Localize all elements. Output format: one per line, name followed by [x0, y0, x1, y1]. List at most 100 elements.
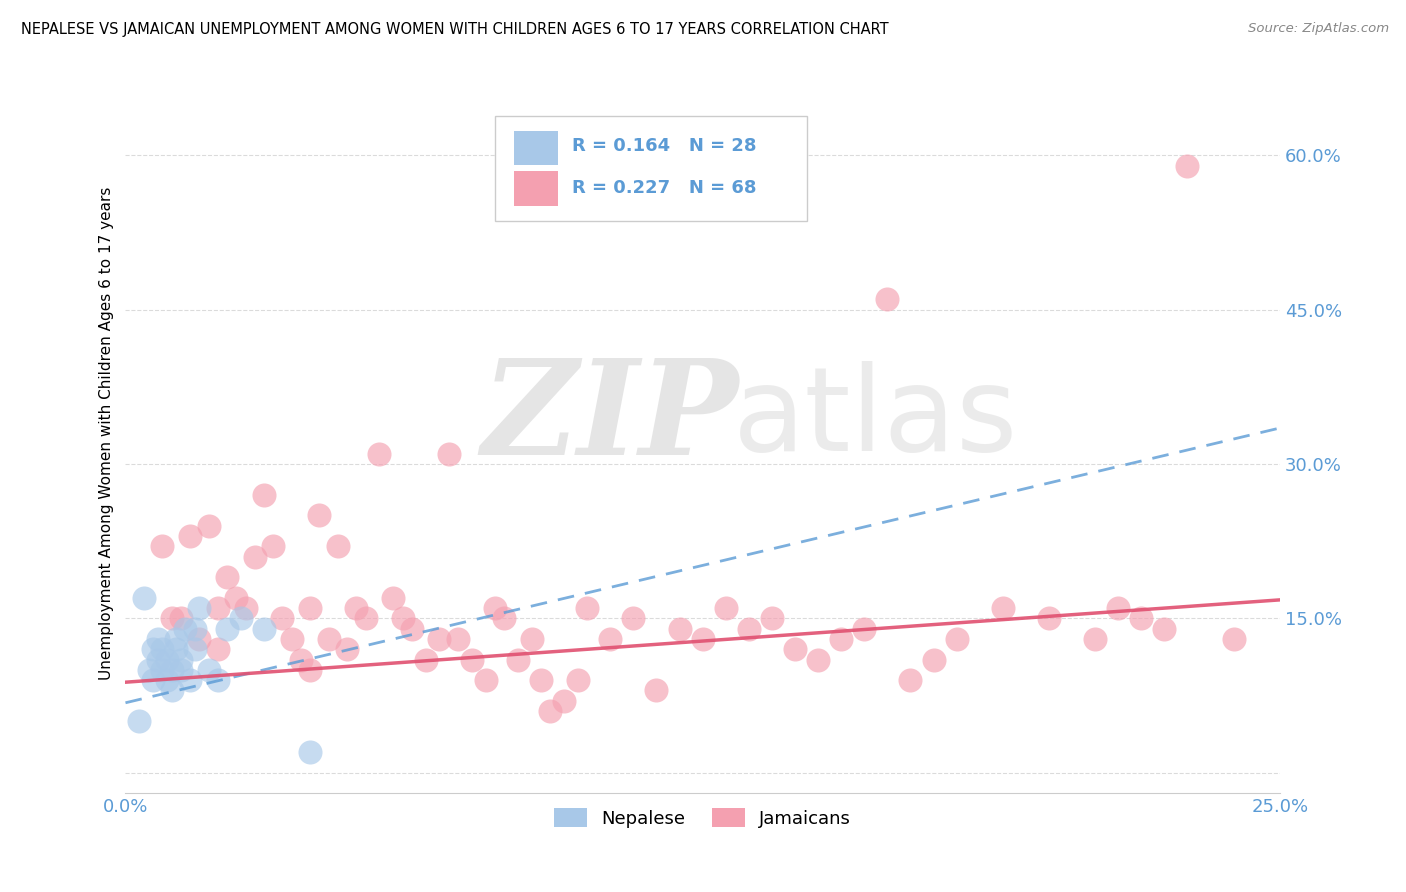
Point — [299, 663, 322, 677]
Point — [447, 632, 470, 646]
Point — [184, 622, 207, 636]
Point — [280, 632, 302, 646]
Point — [156, 673, 179, 687]
Point — [299, 601, 322, 615]
Point — [1084, 632, 1107, 646]
Point — [830, 632, 852, 646]
Point — [170, 663, 193, 677]
Point — [170, 652, 193, 666]
Point — [229, 611, 252, 625]
Point — [197, 518, 219, 533]
Point — [344, 601, 367, 615]
Point — [599, 632, 621, 646]
Point — [146, 652, 169, 666]
Point — [461, 652, 484, 666]
Text: R = 0.164   N = 28: R = 0.164 N = 28 — [572, 137, 756, 155]
Point — [165, 642, 187, 657]
Point — [160, 611, 183, 625]
Point — [853, 622, 876, 636]
Point — [945, 632, 967, 646]
FancyBboxPatch shape — [515, 171, 558, 205]
Point — [152, 663, 174, 677]
Y-axis label: Unemployment Among Women with Children Ages 6 to 17 years: Unemployment Among Women with Children A… — [100, 186, 114, 680]
Point — [132, 591, 155, 605]
Point — [1107, 601, 1129, 615]
Point — [165, 632, 187, 646]
Point — [576, 601, 599, 615]
Point — [215, 570, 238, 584]
Point — [243, 549, 266, 564]
Point — [621, 611, 644, 625]
Point — [783, 642, 806, 657]
Point — [876, 293, 898, 307]
FancyBboxPatch shape — [515, 130, 558, 165]
Point — [170, 611, 193, 625]
Point — [1130, 611, 1153, 625]
Point — [645, 683, 668, 698]
Point — [991, 601, 1014, 615]
Point — [429, 632, 451, 646]
Point — [179, 673, 201, 687]
Point — [354, 611, 377, 625]
Point — [484, 601, 506, 615]
Text: NEPALESE VS JAMAICAN UNEMPLOYMENT AMONG WOMEN WITH CHILDREN AGES 6 TO 17 YEARS C: NEPALESE VS JAMAICAN UNEMPLOYMENT AMONG … — [21, 22, 889, 37]
Legend: Nepalese, Jamaicans: Nepalese, Jamaicans — [547, 801, 858, 835]
Point — [142, 673, 165, 687]
Point — [152, 642, 174, 657]
Point — [538, 704, 561, 718]
Point — [922, 652, 945, 666]
Point — [553, 694, 575, 708]
Point — [215, 622, 238, 636]
Point — [336, 642, 359, 657]
Point — [262, 540, 284, 554]
Point — [530, 673, 553, 687]
Point — [152, 540, 174, 554]
Point — [253, 622, 276, 636]
Point — [179, 529, 201, 543]
Point — [474, 673, 496, 687]
Point — [761, 611, 783, 625]
Point — [391, 611, 413, 625]
Point — [184, 642, 207, 657]
Point — [197, 663, 219, 677]
Point — [520, 632, 543, 646]
Point — [382, 591, 405, 605]
Point — [807, 652, 830, 666]
Point — [235, 601, 257, 615]
Point — [326, 540, 349, 554]
Point — [1177, 159, 1199, 173]
Point — [1153, 622, 1175, 636]
Point — [1038, 611, 1060, 625]
Point — [188, 601, 211, 615]
Text: atlas: atlas — [733, 361, 1018, 476]
Text: Source: ZipAtlas.com: Source: ZipAtlas.com — [1249, 22, 1389, 36]
Point — [138, 663, 160, 677]
Point — [290, 652, 312, 666]
Point — [225, 591, 247, 605]
Point — [160, 683, 183, 698]
Point — [207, 601, 229, 615]
Point — [207, 673, 229, 687]
Point — [156, 652, 179, 666]
Text: ZIP: ZIP — [482, 354, 740, 483]
Point — [174, 622, 197, 636]
Point — [271, 611, 294, 625]
Point — [146, 632, 169, 646]
Point — [494, 611, 516, 625]
Point — [160, 663, 183, 677]
Point — [692, 632, 714, 646]
Point — [401, 622, 423, 636]
Point — [567, 673, 589, 687]
Point — [299, 745, 322, 759]
Point — [437, 447, 460, 461]
Point — [415, 652, 437, 666]
Point — [368, 447, 391, 461]
Point — [900, 673, 922, 687]
Point — [1222, 632, 1244, 646]
Point — [142, 642, 165, 657]
FancyBboxPatch shape — [495, 116, 807, 220]
Text: R = 0.227   N = 68: R = 0.227 N = 68 — [572, 179, 756, 197]
Point — [128, 714, 150, 729]
Point — [308, 508, 330, 523]
Point — [714, 601, 737, 615]
